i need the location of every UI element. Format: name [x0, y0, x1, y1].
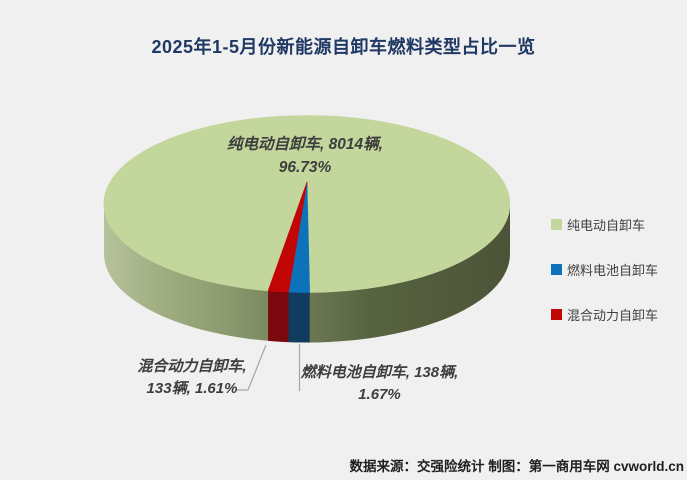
- callout-hybrid: 混合动力自卸车, 133辆, 1.61%: [97, 356, 287, 400]
- legend-swatch-red-icon: [551, 309, 562, 320]
- callout-fuel-cell-line2: 1.67%: [358, 386, 401, 403]
- pie-slice-2: [267, 181, 308, 293]
- legend-swatch-green-icon: [551, 219, 562, 230]
- pie-slice-0: [103, 115, 511, 293]
- legend-item-fuel-cell: 燃料电池自卸车: [551, 260, 658, 279]
- pie-slice-side-1: [288, 292, 310, 343]
- callout-hybrid-line2: 133辆, 1.61%: [146, 380, 238, 397]
- legend-swatch-blue-icon: [551, 264, 562, 275]
- legend: 纯电动自卸车 燃料电池自卸车 混合动力自卸车: [551, 215, 658, 324]
- callout-fuel-cell-line1: 燃料电池自卸车, 138辆,: [300, 364, 459, 381]
- data-source-note: 数据来源：交强险统计 制图：第一商用车网 cvworld.cn: [349, 459, 684, 474]
- legend-item-hybrid: 混合动力自卸车: [551, 305, 658, 324]
- callout-hybrid-line1: 混合动力自卸车,: [137, 358, 247, 375]
- callout-pure-electric: 纯电动自卸车, 8014辆, 96.73%: [150, 133, 460, 179]
- callout-pure-electric-line2: 96.73%: [278, 159, 332, 176]
- legend-label-fuel-cell: 燃料电池自卸车: [567, 263, 659, 278]
- pie-side-skirt: [104, 204, 510, 343]
- pie-slice-side-2: [268, 290, 289, 343]
- leader-line-hybrid: [237, 344, 267, 391]
- legend-item-pure-electric: 纯电动自卸车: [551, 215, 658, 234]
- legend-label-hybrid: 混合动力自卸车: [567, 308, 659, 323]
- callout-fuel-cell: 燃料电池自卸车, 138辆, 1.67%: [287, 362, 472, 406]
- callout-pure-electric-line1: 纯电动自卸车, 8014辆,: [227, 136, 383, 153]
- legend-label-pure-electric: 纯电动自卸车: [567, 218, 646, 233]
- chart-title: 2025年1-5月份新能源自卸车燃料类型占比一览: [151, 37, 536, 57]
